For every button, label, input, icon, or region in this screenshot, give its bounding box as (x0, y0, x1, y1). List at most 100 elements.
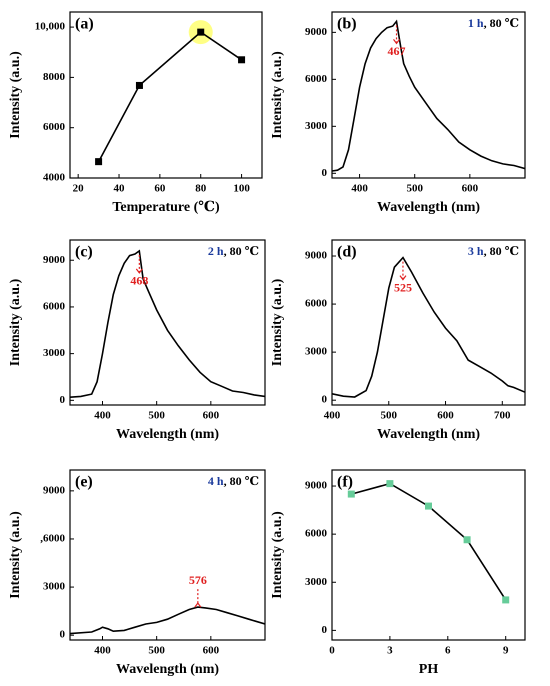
condition-label: 4 h, 80 ℃ (208, 474, 259, 488)
y-tick-label: 9000 (43, 484, 66, 496)
annotation: 468 (130, 274, 148, 288)
annotation-arrowhead (393, 39, 400, 45)
condition-part: , 80 ℃ (484, 244, 519, 258)
x-axis-label: Temperature (℃) (112, 200, 220, 215)
condition-part: , 80 ℃ (484, 16, 519, 30)
marker (463, 536, 471, 544)
panel-label: (b) (337, 16, 357, 33)
data-line (332, 256, 525, 398)
x-axis-label: Wavelength (nm) (116, 427, 219, 442)
panel: 0 3 6 9 0 3000 6000 9000 PH Intensity (a.u.) (f) (270, 469, 526, 677)
x-tick-label: 600 (203, 645, 220, 657)
x-tick-label: 400 (94, 645, 111, 657)
x-tick-label: 400 (94, 410, 111, 422)
y-tick-label: 3000 (305, 120, 328, 132)
y-axis-label: Intensity (a.u.) (270, 511, 285, 599)
panel: 20 40 60 80 100 4000 6000 8000 10,000 Temperature… (8, 11, 263, 215)
x-tick-label: 6 (445, 645, 451, 657)
marker (502, 596, 510, 604)
y-tick-label: 0 (60, 394, 66, 406)
x-tick-label: 20 (73, 183, 85, 195)
x-tick-label: 3 (387, 645, 393, 657)
marker (238, 56, 246, 64)
annotation-arrowhead (194, 602, 202, 608)
y-tick-label: 0 (322, 167, 328, 179)
x-tick-label: 500 (148, 645, 165, 657)
y-tick-label: 8000 (43, 71, 66, 83)
y-axis-label: Intensity (a.u.) (8, 51, 23, 139)
y-tick-label: 6000 (43, 121, 66, 133)
y-tick-label: 6000 (305, 73, 328, 85)
marker (386, 480, 394, 488)
condition-part: 4 h (208, 474, 224, 488)
plot-frame (331, 11, 526, 179)
plot-frame (331, 239, 526, 406)
marker (135, 81, 143, 89)
panel: 400 500 600 700 0 3000 6000 9000 Wavelength (nm)… (270, 239, 526, 442)
marker (197, 28, 205, 36)
x-tick-label: 60 (154, 183, 166, 195)
x-tick-label: 100 (233, 183, 250, 195)
annotation: 467 (388, 44, 406, 58)
y-tick-label: ,6000 (40, 532, 65, 544)
annotation: 576 (189, 573, 207, 587)
plot-frame (69, 11, 263, 179)
plot-frame (69, 239, 266, 406)
y-axis-label: Intensity (a.u.) (8, 511, 23, 599)
y-tick-label: 3000 (43, 581, 66, 593)
x-tick-label: 9 (503, 645, 509, 657)
y-tick-label: 9000 (305, 480, 328, 492)
panel-label: (a) (75, 16, 94, 33)
x-tick-label: 600 (437, 410, 454, 422)
x-axis-label: PH (419, 662, 439, 677)
y-tick-label: 6000 (305, 528, 328, 540)
x-tick-label: 600 (462, 183, 479, 195)
data-line (332, 19, 525, 172)
annotation: 525 (394, 280, 412, 294)
y-tick-label: 3000 (305, 576, 328, 588)
panel: 400 500 600 0 3000 ,6000 9000 Wavelength (nm) In… (8, 469, 266, 677)
panel-label: (c) (75, 244, 93, 261)
y-tick-label: 9000 (305, 250, 328, 262)
x-tick-label: 0 (329, 645, 335, 657)
panel-label: (d) (337, 244, 357, 261)
annotation-arrowhead (135, 268, 143, 274)
x-tick-label: 80 (195, 183, 207, 195)
y-tick-label: 0 (322, 624, 328, 636)
condition-part: 2 h (208, 244, 224, 258)
y-tick-label: 0 (322, 394, 328, 406)
x-tick-label: 500 (381, 410, 398, 422)
data-line (97, 31, 243, 163)
x-tick-label: 40 (114, 183, 126, 195)
condition-part: , 80 ℃ (224, 244, 259, 258)
panel-label: (e) (75, 474, 93, 491)
y-tick-label: 10,000 (35, 21, 66, 33)
annotation-arrowhead (399, 275, 407, 281)
y-tick-label: 6000 (305, 298, 328, 310)
marker (95, 158, 103, 166)
y-tick-label: 3000 (43, 347, 66, 359)
condition-part: 3 h (468, 244, 484, 258)
marker (425, 502, 432, 510)
x-tick-label: 400 (351, 183, 368, 195)
y-axis-label: Intensity (a.u.) (270, 278, 285, 366)
condition-part: , 80 ℃ (224, 474, 259, 488)
y-tick-label: 6000 (43, 300, 66, 312)
plot-frame (331, 469, 526, 641)
x-axis-label: Wavelength (nm) (116, 662, 219, 677)
y-tick-label: 4000 (43, 172, 66, 184)
condition-label: 1 h, 80 ℃ (468, 16, 519, 30)
x-tick-label: 500 (406, 183, 423, 195)
y-tick-label: 9000 (305, 26, 328, 38)
data-line (351, 482, 507, 601)
y-axis-label: Intensity (a.u.) (8, 278, 23, 366)
y-axis-label: Intensity (a.u.) (270, 51, 285, 139)
y-tick-label: 3000 (305, 346, 328, 358)
x-tick-label: 700 (494, 410, 511, 422)
x-tick-label: 400 (324, 410, 341, 422)
panel-label: (f) (337, 474, 353, 491)
x-axis-label: Wavelength (nm) (377, 427, 480, 442)
x-tick-label: 500 (148, 410, 165, 422)
